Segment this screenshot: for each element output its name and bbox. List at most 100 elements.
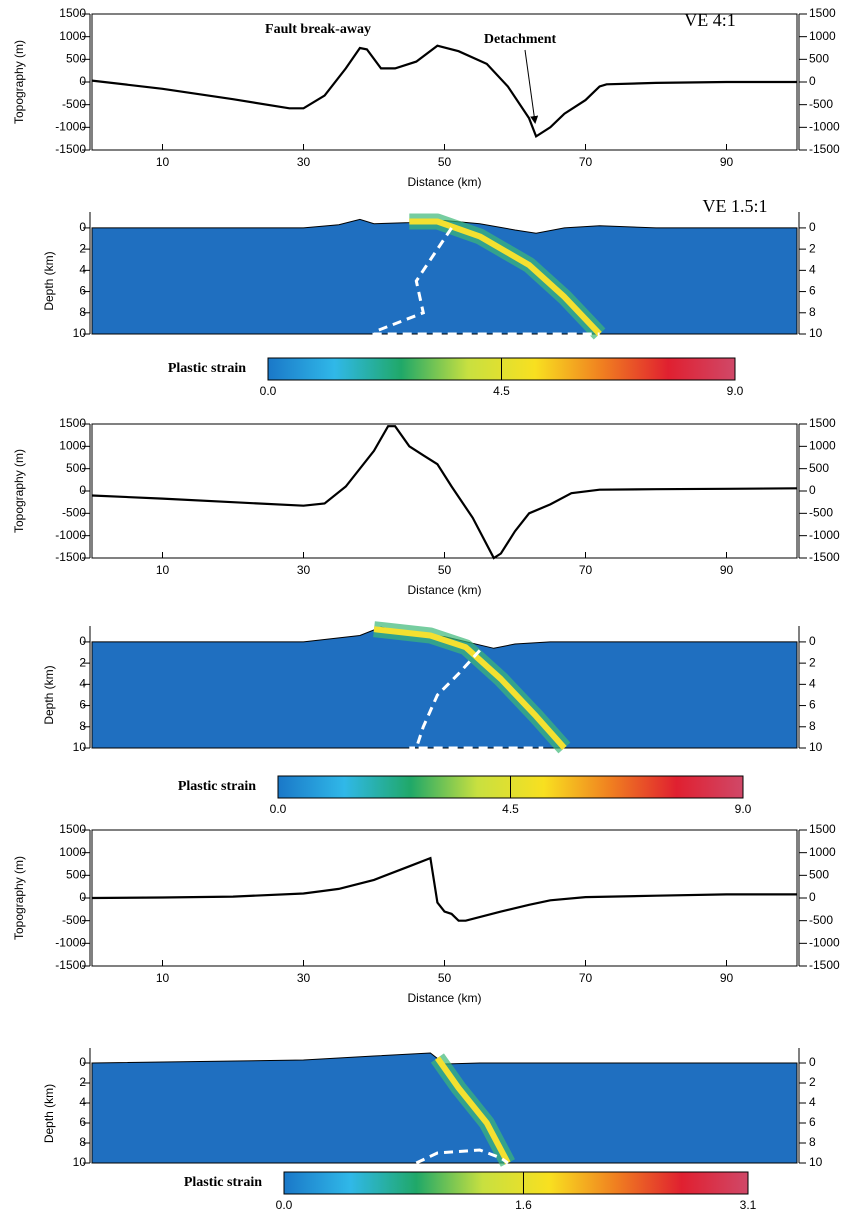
y-tick-label: 0 — [79, 1055, 86, 1069]
y-tick-label: 0 — [809, 483, 816, 497]
x-tick-label: 70 — [579, 155, 593, 169]
x-tick-label: 70 — [579, 563, 593, 577]
colorbar — [283, 1171, 749, 1195]
y-tick-label: 8 — [809, 305, 816, 319]
colorbar-label: Plastic strain — [178, 779, 256, 794]
y-tick-label: 10 — [809, 326, 823, 340]
y-tick-label: -1000 — [809, 936, 840, 950]
annotation: Detachment — [484, 32, 557, 47]
y-tick-label: 8 — [79, 1135, 86, 1149]
colorbar-tick-label: 0.0 — [276, 1198, 293, 1212]
y-axis-label: Topography (m) — [12, 40, 26, 124]
y-tick-label: 1000 — [59, 439, 86, 453]
topography-line — [91, 425, 798, 560]
y-tick-label: 6 — [809, 1115, 816, 1129]
y-axis-label: Topography (m) — [12, 856, 26, 940]
y-tick-label: -500 — [809, 506, 833, 520]
y-tick-label: 1500 — [809, 822, 836, 836]
x-tick-label: 10 — [156, 971, 170, 985]
y-tick-label: 0 — [79, 890, 86, 904]
y-tick-label: -500 — [809, 97, 833, 111]
annotation-arrow — [524, 49, 539, 124]
y-tick-label: 1000 — [809, 439, 836, 453]
y-tick-label: 0 — [809, 890, 816, 904]
shear-zone-core — [373, 626, 567, 750]
y-tick-label: 1000 — [809, 845, 836, 859]
y-tick-label: 0 — [809, 220, 816, 234]
colorbar-label: Plastic strain — [184, 1175, 262, 1190]
y-tick-label: -1500 — [55, 550, 86, 564]
x-tick-label: 10 — [156, 563, 170, 577]
colorbar-tick-label: 9.0 — [727, 384, 744, 398]
y-tick-label: -1000 — [809, 528, 840, 542]
colorbar-tick-label: 4.5 — [493, 384, 510, 398]
plot-frame — [91, 423, 798, 559]
y-tick-label: 0 — [79, 483, 86, 497]
y-tick-label: 1500 — [809, 416, 836, 430]
y-tick-label: 4 — [79, 263, 86, 277]
x-axis-label: Distance (km) — [407, 991, 481, 1005]
y-tick-label: 4 — [809, 1095, 816, 1109]
crust-section — [91, 218, 798, 335]
x-tick-label: 90 — [720, 155, 734, 169]
y-tick-label: 10 — [809, 740, 823, 754]
x-tick-label: 90 — [720, 971, 734, 985]
y-tick-label: 500 — [66, 868, 86, 882]
y-tick-label: 0 — [79, 74, 86, 88]
y-tick-label: 0 — [809, 1055, 816, 1069]
y-tick-label: -1500 — [809, 142, 840, 156]
y-tick-label: -1500 — [55, 142, 86, 156]
y-tick-label: 0 — [79, 220, 86, 234]
y-tick-label: 6 — [79, 698, 86, 712]
x-tick-label: 30 — [297, 971, 311, 985]
y-tick-label: -500 — [62, 97, 86, 111]
y-tick-label: -1500 — [55, 958, 86, 972]
y-tick-label: 1000 — [59, 29, 86, 43]
y-tick-label: 2 — [809, 655, 816, 669]
y-axis-label: Depth (km) — [42, 251, 56, 310]
x-tick-label: 10 — [156, 155, 170, 169]
annotation: VE 4:1 — [684, 10, 736, 30]
y-tick-label: 10 — [73, 1155, 87, 1169]
y-tick-label: -1000 — [55, 936, 86, 950]
x-tick-label: 30 — [297, 155, 311, 169]
y-axis-label: Depth (km) — [42, 665, 56, 724]
y-tick-label: 8 — [809, 719, 816, 733]
y-tick-label: 0 — [809, 634, 816, 648]
colorbar-label: Plastic strain — [168, 361, 246, 376]
colorbar-tick-label: 0.0 — [260, 384, 277, 398]
y-tick-label: -500 — [62, 913, 86, 927]
y-tick-label: 2 — [79, 655, 86, 669]
y-tick-label: 2 — [79, 241, 86, 255]
y-tick-label: 500 — [809, 461, 829, 475]
y-tick-label: -500 — [809, 913, 833, 927]
y-tick-label: 1000 — [59, 845, 86, 859]
y-tick-label: 4 — [809, 677, 816, 691]
y-tick-label: 1000 — [809, 29, 836, 43]
y-tick-label: 1500 — [59, 416, 86, 430]
y-tick-label: -1500 — [809, 958, 840, 972]
y-tick-label: 1500 — [59, 6, 86, 20]
y-tick-label: -500 — [62, 506, 86, 520]
y-tick-label: 6 — [79, 284, 86, 298]
y-tick-label: 10 — [809, 1155, 823, 1169]
y-tick-label: 2 — [809, 241, 816, 255]
y-tick-label: 500 — [809, 52, 829, 66]
y-tick-label: 2 — [79, 1075, 86, 1089]
x-axis-label: Distance (km) — [407, 583, 481, 597]
x-tick-label: 50 — [438, 563, 452, 577]
x-tick-label: 90 — [720, 563, 734, 577]
y-tick-label: 4 — [809, 263, 816, 277]
y-tick-label: 10 — [73, 326, 87, 340]
y-tick-label: 500 — [809, 868, 829, 882]
y-tick-label: 6 — [809, 698, 816, 712]
dashed-outline — [372, 227, 600, 336]
y-tick-label: -1500 — [809, 550, 840, 564]
x-tick-label: 70 — [579, 971, 593, 985]
y-tick-label: -1000 — [809, 120, 840, 134]
colorbar-tick-label: 1.6 — [515, 1198, 532, 1212]
shear-zone-core — [409, 218, 602, 337]
colorbar-tick-label: 3.1 — [740, 1198, 757, 1212]
y-tick-label: 1500 — [809, 6, 836, 20]
